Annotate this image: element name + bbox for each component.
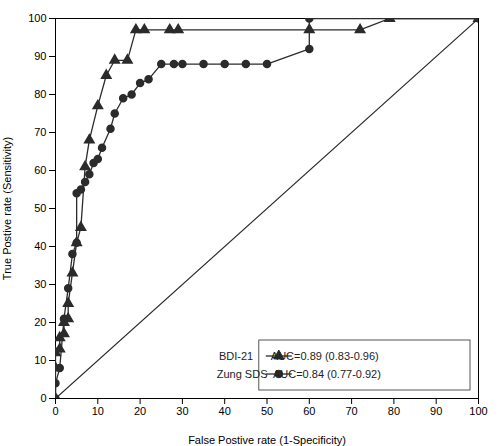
svg-text:60: 60 [34, 164, 46, 176]
svg-text:50: 50 [34, 202, 46, 214]
svg-text:Zung SDS AUC=0.84 (0.77-0.92): Zung SDS AUC=0.84 (0.77-0.92) [217, 368, 381, 380]
svg-text:50: 50 [261, 405, 273, 417]
svg-text:60: 60 [303, 405, 315, 417]
svg-text:80: 80 [34, 88, 46, 100]
svg-text:30: 30 [34, 278, 46, 290]
svg-text:BDI-21 AUC=0.89 (0.83-0.9: BDI-21 AUC=0.89 (0.83-0.96) [219, 350, 379, 362]
svg-text:20: 20 [34, 316, 46, 328]
svg-text:90: 90 [34, 50, 46, 62]
svg-text:40: 40 [34, 240, 46, 252]
svg-text:70: 70 [345, 405, 357, 417]
svg-text:30: 30 [176, 405, 188, 417]
svg-text:0: 0 [40, 392, 46, 404]
svg-text:40: 40 [219, 405, 231, 417]
svg-text:100: 100 [469, 405, 487, 417]
svg-text:0: 0 [52, 405, 58, 417]
svg-text:10: 10 [92, 405, 104, 417]
svg-text:90: 90 [430, 405, 442, 417]
svg-text:10: 10 [34, 354, 46, 366]
svg-text:70: 70 [34, 126, 46, 138]
svg-text:80: 80 [388, 405, 400, 417]
svg-text:False Postive rate (1-Specific: False Postive rate (1-Specificity) [188, 434, 346, 446]
svg-text:100: 100 [28, 12, 46, 24]
svg-text:20: 20 [134, 405, 146, 417]
svg-text:True Postive rate (Sensitivity: True Postive rate (Sensitivity) [1, 137, 13, 280]
